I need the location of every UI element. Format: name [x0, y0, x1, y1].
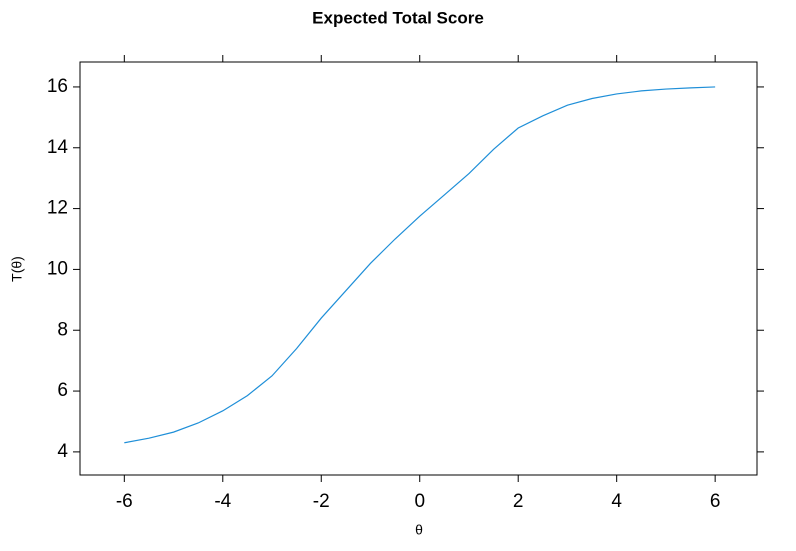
- y-tick-label: 6: [57, 380, 68, 401]
- plot-frame: [79, 61, 758, 476]
- y-tick-label: 16: [47, 76, 68, 97]
- x-tick-label: 6: [710, 491, 721, 512]
- y-tick-label: 10: [47, 258, 68, 279]
- x-tick-label: -2: [313, 491, 330, 512]
- x-tick-label: -6: [116, 491, 133, 512]
- y-tick-label: 8: [57, 319, 68, 340]
- chart-title: Expected Total Score: [312, 8, 484, 27]
- x-tick-label: 2: [513, 491, 524, 512]
- x-tick-label: 4: [611, 491, 622, 512]
- y-tick-label: 12: [47, 198, 68, 219]
- line-series: [124, 86, 716, 444]
- x-axis-label: θ: [415, 522, 423, 538]
- y-axis-label: T(θ): [9, 256, 25, 282]
- x-tick-label: 0: [414, 491, 425, 512]
- y-tick-label: 14: [47, 137, 69, 158]
- y-tick-label: 4: [57, 441, 68, 462]
- x-tick-label: -4: [214, 491, 231, 512]
